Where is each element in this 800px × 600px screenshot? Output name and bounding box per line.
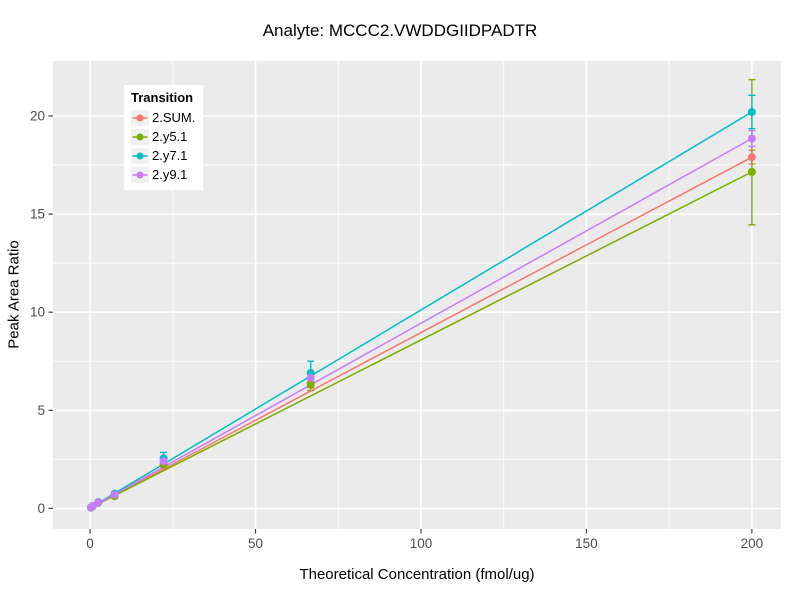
legend-item: 2.SUM. bbox=[131, 108, 195, 127]
x-tick-label: 0 bbox=[86, 536, 94, 551]
fit-line-2.y9.1 bbox=[89, 137, 753, 509]
data-point bbox=[747, 153, 756, 162]
x-tick-label: 50 bbox=[248, 536, 263, 551]
points-layer bbox=[86, 108, 756, 512]
y-tick-label: 15 bbox=[30, 207, 45, 222]
legend-item-label: 2.y7.1 bbox=[152, 148, 188, 163]
y-tick-label: 0 bbox=[37, 501, 45, 516]
legend-item-label: 2.y5.1 bbox=[152, 129, 188, 144]
x-axis-label: Theoretical Concentration (fmol/ug) bbox=[299, 566, 535, 583]
legend-key-icon bbox=[131, 166, 149, 183]
points-2.y9.1 bbox=[86, 134, 756, 512]
legend-item: 2.y9.1 bbox=[131, 165, 195, 184]
legend: Transition 2.SUM. 2.y5.1 2.y7.1 2.y9.1 bbox=[124, 85, 204, 190]
legend-title: Transition bbox=[131, 90, 194, 105]
y-axis-label: Peak Area Ratio bbox=[5, 240, 23, 349]
legend-items: 2.SUM. 2.y5.1 2.y7.1 2.y9.1 bbox=[131, 108, 195, 184]
y-tick-label: 10 bbox=[30, 305, 45, 320]
x-tick-label: 150 bbox=[575, 536, 598, 551]
fit-line-2.y7.1 bbox=[89, 111, 753, 509]
data-point bbox=[747, 167, 756, 176]
fit-lines-layer bbox=[89, 111, 753, 509]
y-tick-label: 5 bbox=[37, 403, 45, 418]
axis-ticks: 0 50 100 150 200 0 5 10 15 20 bbox=[30, 108, 763, 551]
data-point bbox=[747, 108, 756, 117]
legend-key-icon bbox=[131, 147, 149, 164]
legend-key-icon bbox=[131, 109, 149, 126]
data-point bbox=[94, 498, 103, 507]
legend-item: 2.y5.1 bbox=[131, 127, 195, 146]
fit-line-2.y5.1 bbox=[89, 171, 753, 509]
legend-item-label: 2.SUM. bbox=[152, 110, 196, 125]
legend-key-icon bbox=[131, 128, 149, 145]
fit-line-2.SUM. bbox=[89, 156, 753, 509]
legend-item-label: 2.y9.1 bbox=[152, 167, 188, 182]
data-point bbox=[110, 490, 119, 499]
x-tick-label: 100 bbox=[410, 536, 433, 551]
data-point bbox=[306, 373, 315, 382]
gridlines-minor bbox=[53, 61, 781, 529]
data-point bbox=[306, 380, 315, 389]
chart-title: Analyte: MCCC2.VWDDGIIDPADTR bbox=[262, 21, 538, 40]
y-tick-label: 20 bbox=[30, 108, 45, 123]
x-tick-label: 200 bbox=[741, 536, 764, 551]
data-point bbox=[747, 134, 756, 143]
data-point bbox=[159, 457, 168, 466]
legend-item: 2.y7.1 bbox=[131, 146, 195, 165]
